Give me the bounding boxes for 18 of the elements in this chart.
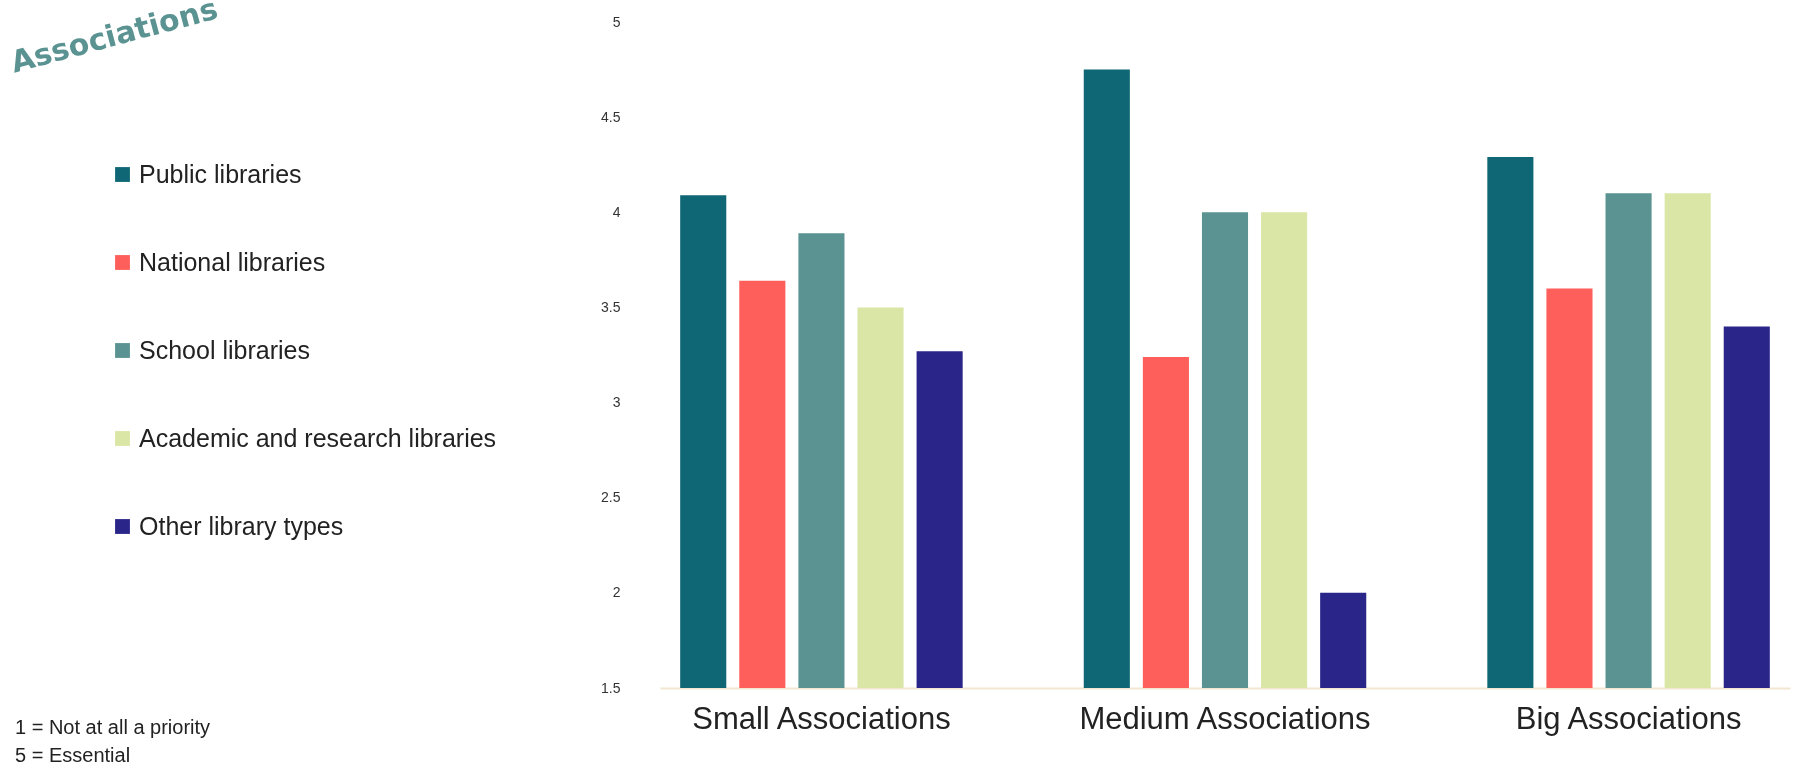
- legend-label: Other library types: [139, 511, 344, 540]
- y-tick-label: 2: [612, 584, 621, 601]
- x-tick-label: Small Associations: [692, 700, 951, 736]
- y-tick-label: 4.5: [601, 108, 621, 125]
- text: 1 = Not at all a priority: [15, 716, 211, 738]
- legend-label: Academic and research libraries: [139, 423, 497, 452]
- legend-label: School libraries: [139, 335, 310, 364]
- x-tick-label: Big Associations: [1515, 700, 1742, 736]
- x-tick-label: Medium Associations: [1079, 700, 1371, 736]
- y-tick-label: 1.5: [601, 679, 621, 696]
- y-tick-label: 2.5: [601, 489, 621, 506]
- legend-label: Public libraries: [139, 159, 302, 188]
- legend-label: National libraries: [139, 247, 326, 276]
- y-tick-label: 3.5: [601, 298, 621, 315]
- y-tick-label: 3: [612, 394, 621, 411]
- y-tick-label: 5: [612, 13, 621, 30]
- text: 5 = Essential: [15, 744, 131, 766]
- y-tick-label: 4: [612, 203, 621, 220]
